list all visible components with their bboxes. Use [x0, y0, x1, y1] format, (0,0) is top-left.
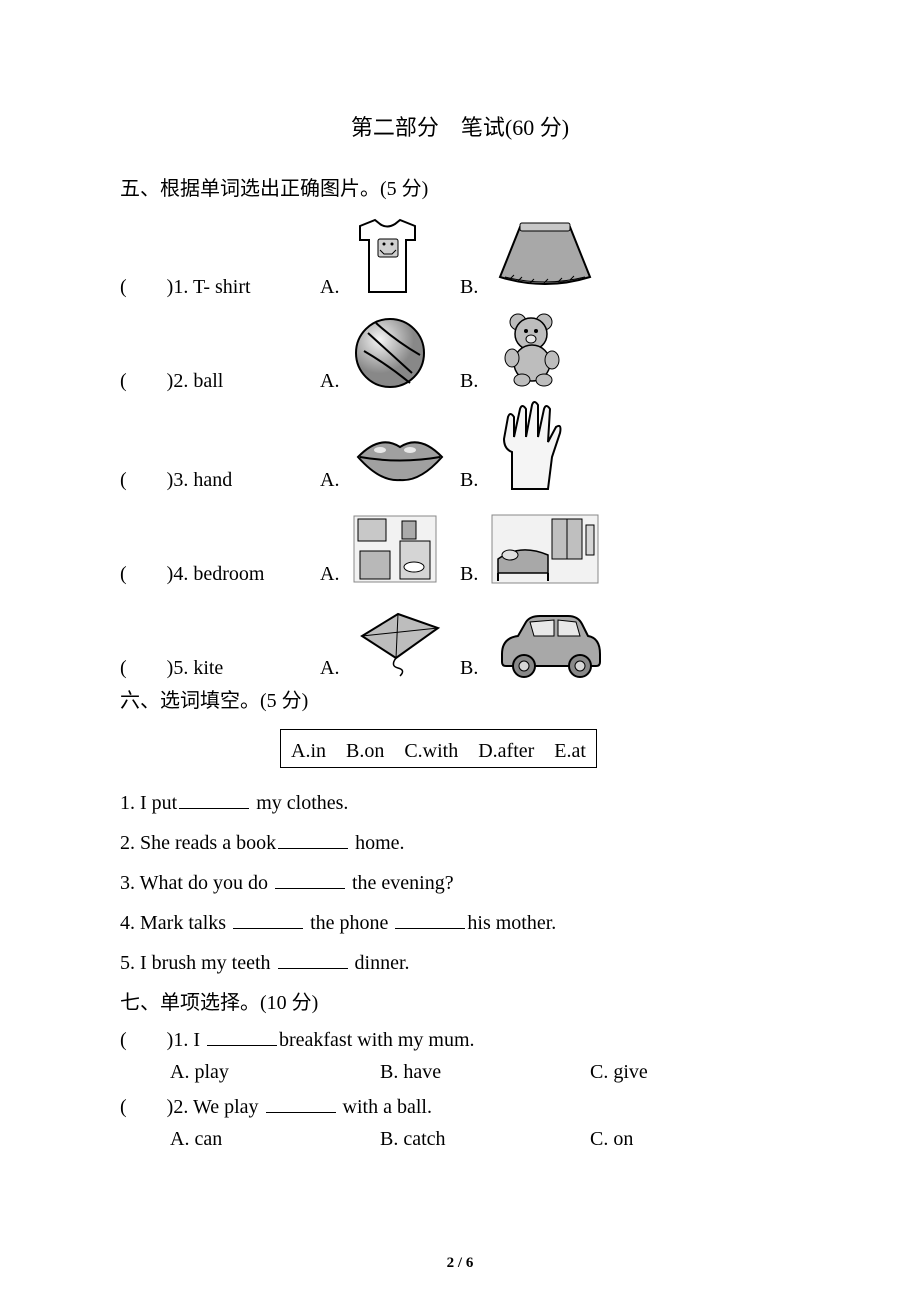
pic-row-2: ( )2. ball A. B. [120, 303, 800, 393]
page-number: 2 / 6 [0, 1255, 920, 1272]
stem-a: ( )1. I [120, 1029, 205, 1051]
fill-line-3[interactable]: 3. What do you do the evening? [120, 866, 800, 900]
option-c[interactable]: C. on [590, 1128, 800, 1151]
text: his mother. [467, 912, 556, 934]
fill-line-4[interactable]: 4. Mark talks the phone his mother. [120, 906, 800, 940]
option-a-label: A. [320, 469, 350, 492]
blank[interactable] [278, 829, 348, 849]
blank[interactable] [275, 869, 345, 889]
question-2-label[interactable]: ( )2. ball [120, 364, 320, 393]
option-b-label: B. [460, 563, 490, 586]
option-b-label: B. [460, 276, 490, 299]
text: the evening? [347, 872, 454, 894]
blank[interactable] [179, 789, 249, 809]
text: home. [350, 832, 404, 854]
text: 2. She reads a book [120, 832, 276, 854]
question-1-label[interactable]: ( )1. T- shirt [120, 270, 320, 299]
mouth-icon [350, 422, 460, 492]
option-b[interactable]: B. have [380, 1061, 590, 1084]
fill-line-2[interactable]: 2. She reads a book home. [120, 826, 800, 860]
text: 5. I brush my teeth [120, 952, 276, 974]
text: 3. What do you do [120, 872, 273, 894]
section-5-heading: 五、根据单词选出正确图片。(5 分) [120, 172, 800, 201]
pic-row-5: ( )5. kite A. B. [120, 590, 800, 680]
hand-icon [490, 397, 575, 492]
fill-line-1[interactable]: 1. I put my clothes. [120, 786, 800, 820]
bedroom-icon [490, 511, 600, 586]
stem-a: ( )2. We play [120, 1096, 264, 1118]
option-a-label: A. [320, 563, 350, 586]
option-a[interactable]: A. play [170, 1061, 380, 1084]
option-a[interactable]: A. can [170, 1128, 380, 1151]
mc-question-1[interactable]: ( )1. I breakfast with my mum. [120, 1023, 800, 1057]
part-title: 第二部分 笔试(60 分) [120, 110, 800, 142]
section-6-heading: 六、选词填空。(5 分) [120, 684, 800, 713]
option-a-label: A. [320, 370, 350, 393]
question-4-label[interactable]: ( )4. bedroom [120, 557, 320, 586]
blank[interactable] [266, 1093, 336, 1113]
bathroom-icon [350, 511, 460, 586]
option-c[interactable]: C. give [590, 1061, 800, 1084]
option-b-label: B. [460, 657, 490, 680]
option-a-label: A. [320, 657, 350, 680]
text: my clothes. [251, 792, 348, 814]
tshirt-icon [350, 214, 460, 299]
option-b-label: B. [460, 370, 490, 393]
option-a-label: A. [320, 276, 350, 299]
text: 4. Mark talks [120, 912, 231, 934]
kite-icon [350, 610, 460, 680]
text: 1. I put [120, 792, 177, 814]
blank[interactable] [233, 909, 303, 929]
fill-line-5[interactable]: 5. I brush my teeth dinner. [120, 946, 800, 980]
section-7-heading: 七、单项选择。(10 分) [120, 986, 800, 1015]
option-b-label: B. [460, 469, 490, 492]
teddy-bear-icon [490, 308, 575, 393]
question-3-label[interactable]: ( )3. hand [120, 463, 320, 492]
pic-row-4: ( )4. bedroom A. B. [120, 496, 800, 586]
mc-question-2[interactable]: ( )2. We play with a ball. [120, 1090, 800, 1124]
question-5-label[interactable]: ( )5. kite [120, 651, 320, 680]
skirt-icon [490, 219, 600, 299]
stem-b: breakfast with my mum. [279, 1029, 475, 1051]
text: dinner. [350, 952, 410, 974]
mc-options-1: A. play B. have C. give [170, 1061, 800, 1084]
pic-row-3: ( )3. hand A. B. [120, 397, 800, 492]
blank[interactable] [395, 909, 465, 929]
blank[interactable] [278, 949, 348, 969]
mc-options-2: A. can B. catch C. on [170, 1128, 800, 1151]
stem-b: with a ball. [338, 1096, 432, 1118]
pic-row-1: ( )1. T- shirt A. B. [120, 209, 800, 299]
car-icon [490, 610, 605, 680]
blank[interactable] [207, 1026, 277, 1046]
ball-icon [350, 313, 460, 393]
text: the phone [305, 912, 393, 934]
option-b[interactable]: B. catch [380, 1128, 590, 1151]
word-choice-box: A.in B.on C.with D.after E.at [280, 729, 597, 768]
